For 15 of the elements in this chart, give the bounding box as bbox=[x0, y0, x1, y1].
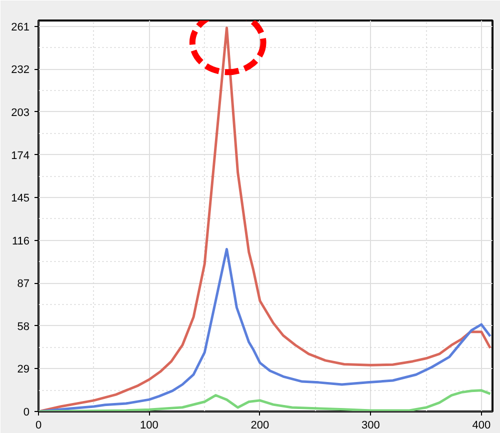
y-tick-label: 261 bbox=[11, 21, 30, 34]
x-tick-label: 300 bbox=[362, 420, 380, 432]
x-tick-label: 0 bbox=[35, 420, 42, 432]
y-tick-label: 145 bbox=[11, 192, 30, 205]
y-tick-label: 29 bbox=[17, 364, 30, 376]
y-tick-label: 232 bbox=[11, 64, 30, 76]
y-tick-label: 58 bbox=[17, 320, 30, 333]
x-tick-label: 400 bbox=[472, 420, 491, 432]
y-tick-label: 116 bbox=[12, 235, 30, 248]
y-tick-label: 203 bbox=[11, 106, 30, 119]
x-tick-label: 100 bbox=[140, 420, 158, 432]
y-tick-label: 174 bbox=[11, 150, 30, 162]
y-tick-label: 87 bbox=[17, 278, 30, 290]
y-tick-label: 0 bbox=[23, 406, 30, 418]
x-tick-label: 200 bbox=[250, 420, 270, 432]
